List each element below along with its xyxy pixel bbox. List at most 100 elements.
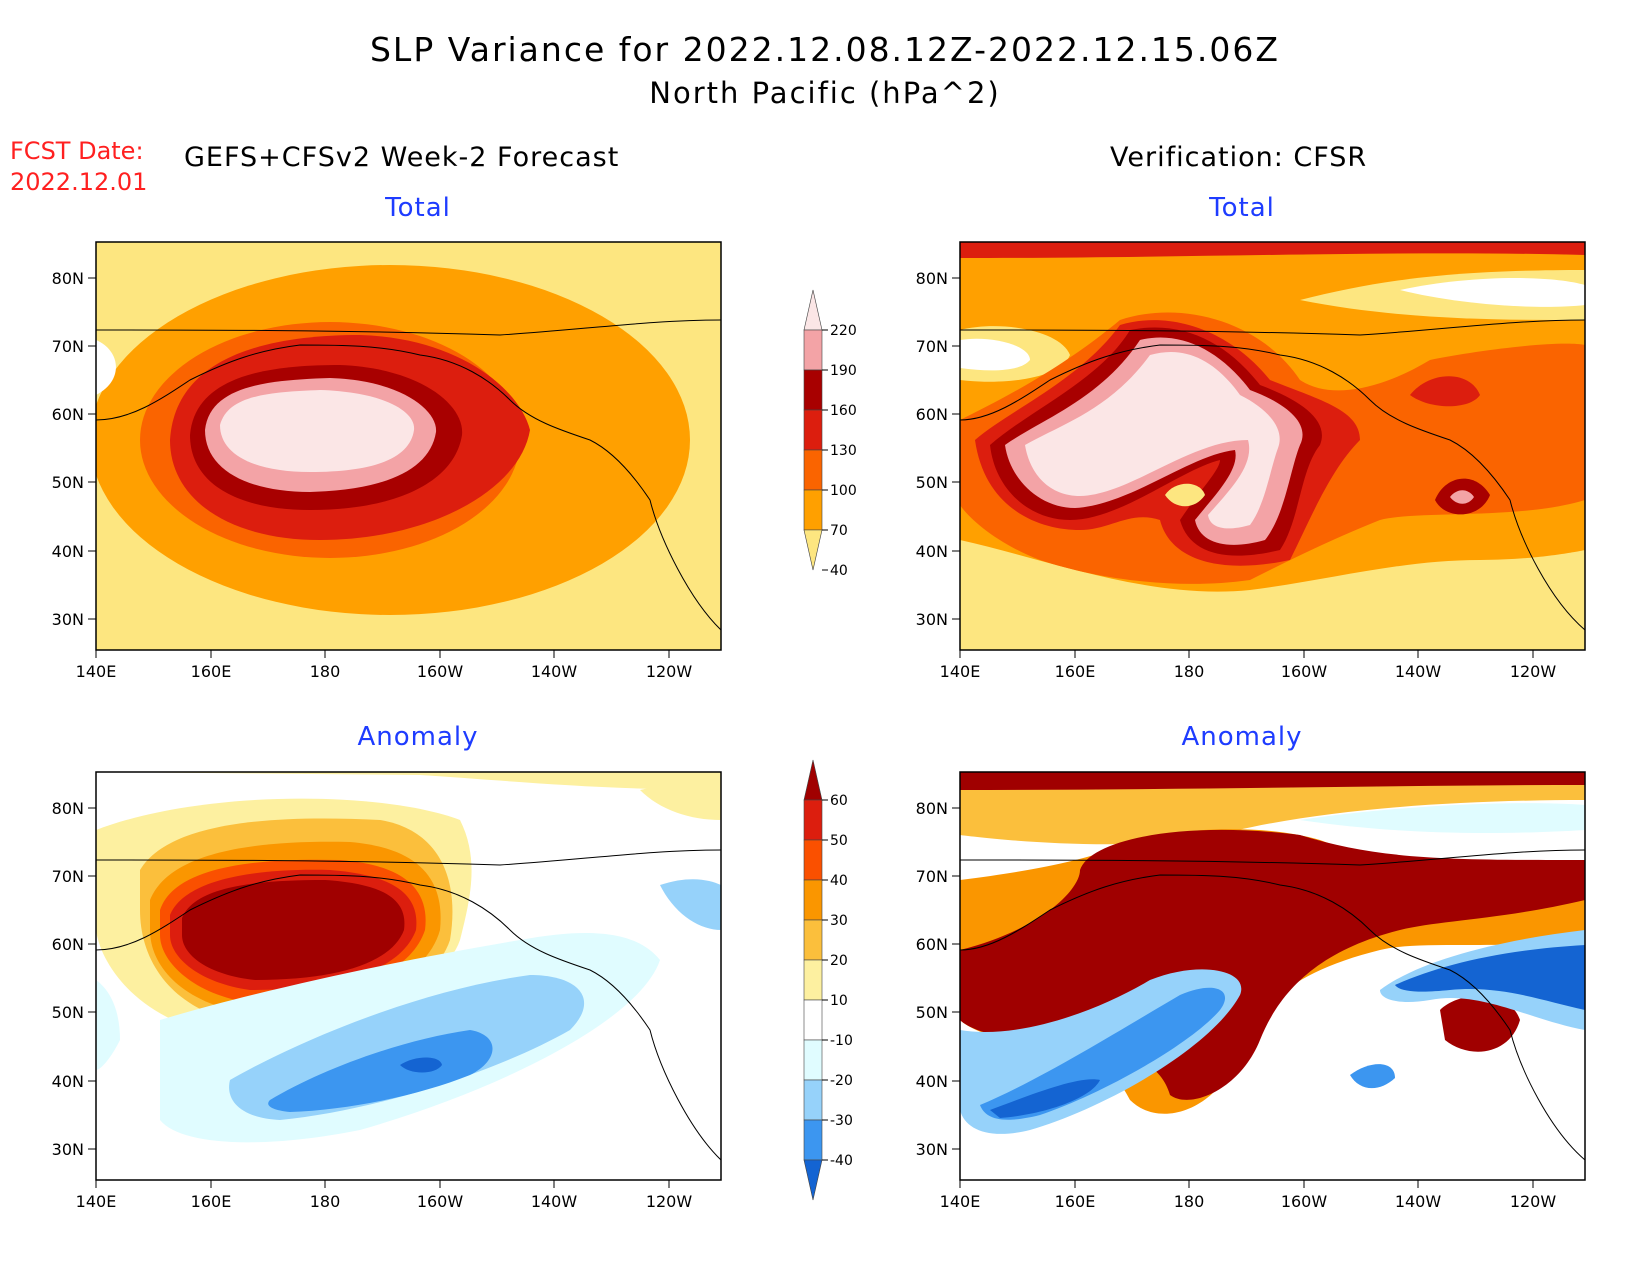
colorbar-label: 50 [830,833,848,849]
colorbar-label: -20 [830,1073,853,1089]
forecast-heading: GEFS+CFSv2 Week-2 Forecast [184,142,620,173]
colorbar-label: 30 [830,913,848,929]
frame-verif-total [959,241,1586,651]
colorbar-label: 220 [830,323,857,339]
frame-forecast-total [95,241,722,651]
colorbar-swatch [803,839,823,881]
colorbar-label: 40 [830,873,848,889]
figure-title-line2: North Pacific (hPa^2) [649,76,1001,110]
colorbar-swatch [803,959,823,1001]
lon-tick-label-verif-total: 180 [1174,662,1205,681]
lat-tick-label-verif-anomaly: 40N [916,1072,948,1091]
lat-tick-label-verif-total: 50N [916,473,948,492]
lat-tick-label-verif-total: 60N [916,405,948,424]
colorbar-swatch [803,799,823,841]
colorbar-swatch [803,919,823,961]
lon-tick-label-forecast-anomaly: 180 [310,1192,341,1211]
map-forecast-anomaly [96,772,721,1180]
lat-tick-label-verif-anomaly: 80N [916,799,948,818]
lon-tick-label-forecast-anomaly: 160E [191,1192,232,1211]
colorbar-swatch [803,1119,823,1161]
colorbar-swatch [803,1039,823,1081]
lon-tick-label-forecast-anomaly: 120W [646,1192,693,1211]
colorbar-swatch [803,369,823,411]
lat-tick-label-forecast-anomaly: 50N [52,1003,84,1022]
lat-tick-label-forecast-total: 30N [52,610,84,629]
lon-tick-label-verif-anomaly: 160E [1055,1192,1096,1211]
forecast-date: FCST Date: 2022.12.01 [10,136,147,198]
forecast-date-label: FCST Date: [10,137,144,165]
lon-tick-label-verif-anomaly: 160W [1281,1192,1328,1211]
colorbar-swatch [803,529,823,571]
colorbar-anomaly: 60 50 40 30 20 10 -10 -20 -30 -40 [803,759,853,1201]
colorbar-swatch [803,999,823,1041]
colorbar-swatch [803,289,823,331]
map-verif-total [960,242,1585,650]
colorbar-swatch [803,449,823,491]
lat-tick-label-verif-anomaly: 70N [916,867,948,886]
lon-tick-label-forecast-anomaly: 140E [76,1192,117,1211]
lat-tick-label-verif-anomaly: 50N [916,1003,948,1022]
lat-tick-label-verif-total: 80N [916,269,948,288]
coastlines [96,319,1585,1161]
frame-verif-anomaly [959,771,1586,1181]
figure-title-line1: SLP Variance for 2022.12.08.12Z-2022.12.… [369,30,1281,69]
panel-title-verif-anomaly: Anomaly [1181,722,1303,752]
lon-tick-label-forecast-total: 140E [76,662,117,681]
lon-tick-label-verif-total: 140W [1395,662,1442,681]
lat-tick-label-forecast-total: 50N [52,473,84,492]
lat-tick-label-verif-total: 40N [916,542,948,561]
colorbar-label: 130 [830,443,857,459]
lon-tick-label-forecast-total: 160W [417,662,464,681]
lat-tick-label-forecast-total: 80N [52,269,84,288]
colorbar-swatch [803,1159,823,1201]
colorbar-label: 70 [830,523,848,539]
lon-tick-label-verif-total: 140E [940,662,981,681]
lon-tick-label-verif-total: 160E [1055,662,1096,681]
lon-tick-label-forecast-total: 160E [191,662,232,681]
lat-tick-label-forecast-anomaly: 30N [52,1140,84,1159]
panel-title-forecast-total: Total [385,193,451,223]
lat-tick-label-forecast-anomaly: 70N [52,867,84,886]
map-forecast-total [96,242,721,650]
colorbar-swatch [803,1079,823,1121]
lon-tick-label-verif-total: 160W [1281,662,1328,681]
lon-tick-label-forecast-anomaly: 140W [531,1192,578,1211]
panel-title-verif-total: Total [1209,193,1275,223]
verification-heading: Verification: CFSR [1110,142,1368,173]
map-verif-anomaly [960,772,1585,1180]
colorbar-label: 20 [830,953,848,969]
colorbar-label: -30 [830,1113,853,1129]
lat-tick-label-forecast-total: 60N [52,405,84,424]
lat-tick-label-forecast-total: 40N [52,542,84,561]
colorbar-swatch [803,879,823,921]
lat-tick-label-forecast-anomaly: 80N [52,799,84,818]
lon-tick-label-forecast-anomaly: 160W [417,1192,464,1211]
colorbar-label: 100 [830,483,857,499]
colorbar-label: 160 [830,403,857,419]
colorbar-swatch [803,489,823,531]
lat-tick-label-verif-anomaly: 30N [916,1140,948,1159]
colorbar-swatch [803,329,823,371]
lat-tick-label-verif-total: 30N [916,610,948,629]
colorbar-label: -10 [830,1033,853,1049]
colorbar-label: -40 [830,1153,853,1169]
colorbar-label: 40 [830,563,848,579]
panel-frames [95,241,1586,1181]
frame-forecast-anomaly [95,771,722,1181]
lon-tick-label-forecast-total: 180 [310,662,341,681]
lat-tick-label-forecast-total: 70N [52,337,84,356]
lat-tick-label-verif-anomaly: 60N [916,935,948,954]
colorbar-swatch [803,759,823,801]
lat-tick-label-verif-total: 70N [916,337,948,356]
colorbar-total: 220 190 160 130 100 70 40 [803,289,857,579]
lon-tick-label-verif-total: 120W [1510,662,1557,681]
colorbar-swatch [803,409,823,451]
lon-tick-label-forecast-total: 140W [531,662,578,681]
panel-title-forecast-anomaly: Anomaly [357,722,479,752]
lon-tick-label-verif-anomaly: 120W [1510,1192,1557,1211]
forecast-date-value: 2022.12.01 [10,168,148,196]
colorbar-label: 60 [830,793,848,809]
lat-tick-label-forecast-anomaly: 60N [52,935,84,954]
